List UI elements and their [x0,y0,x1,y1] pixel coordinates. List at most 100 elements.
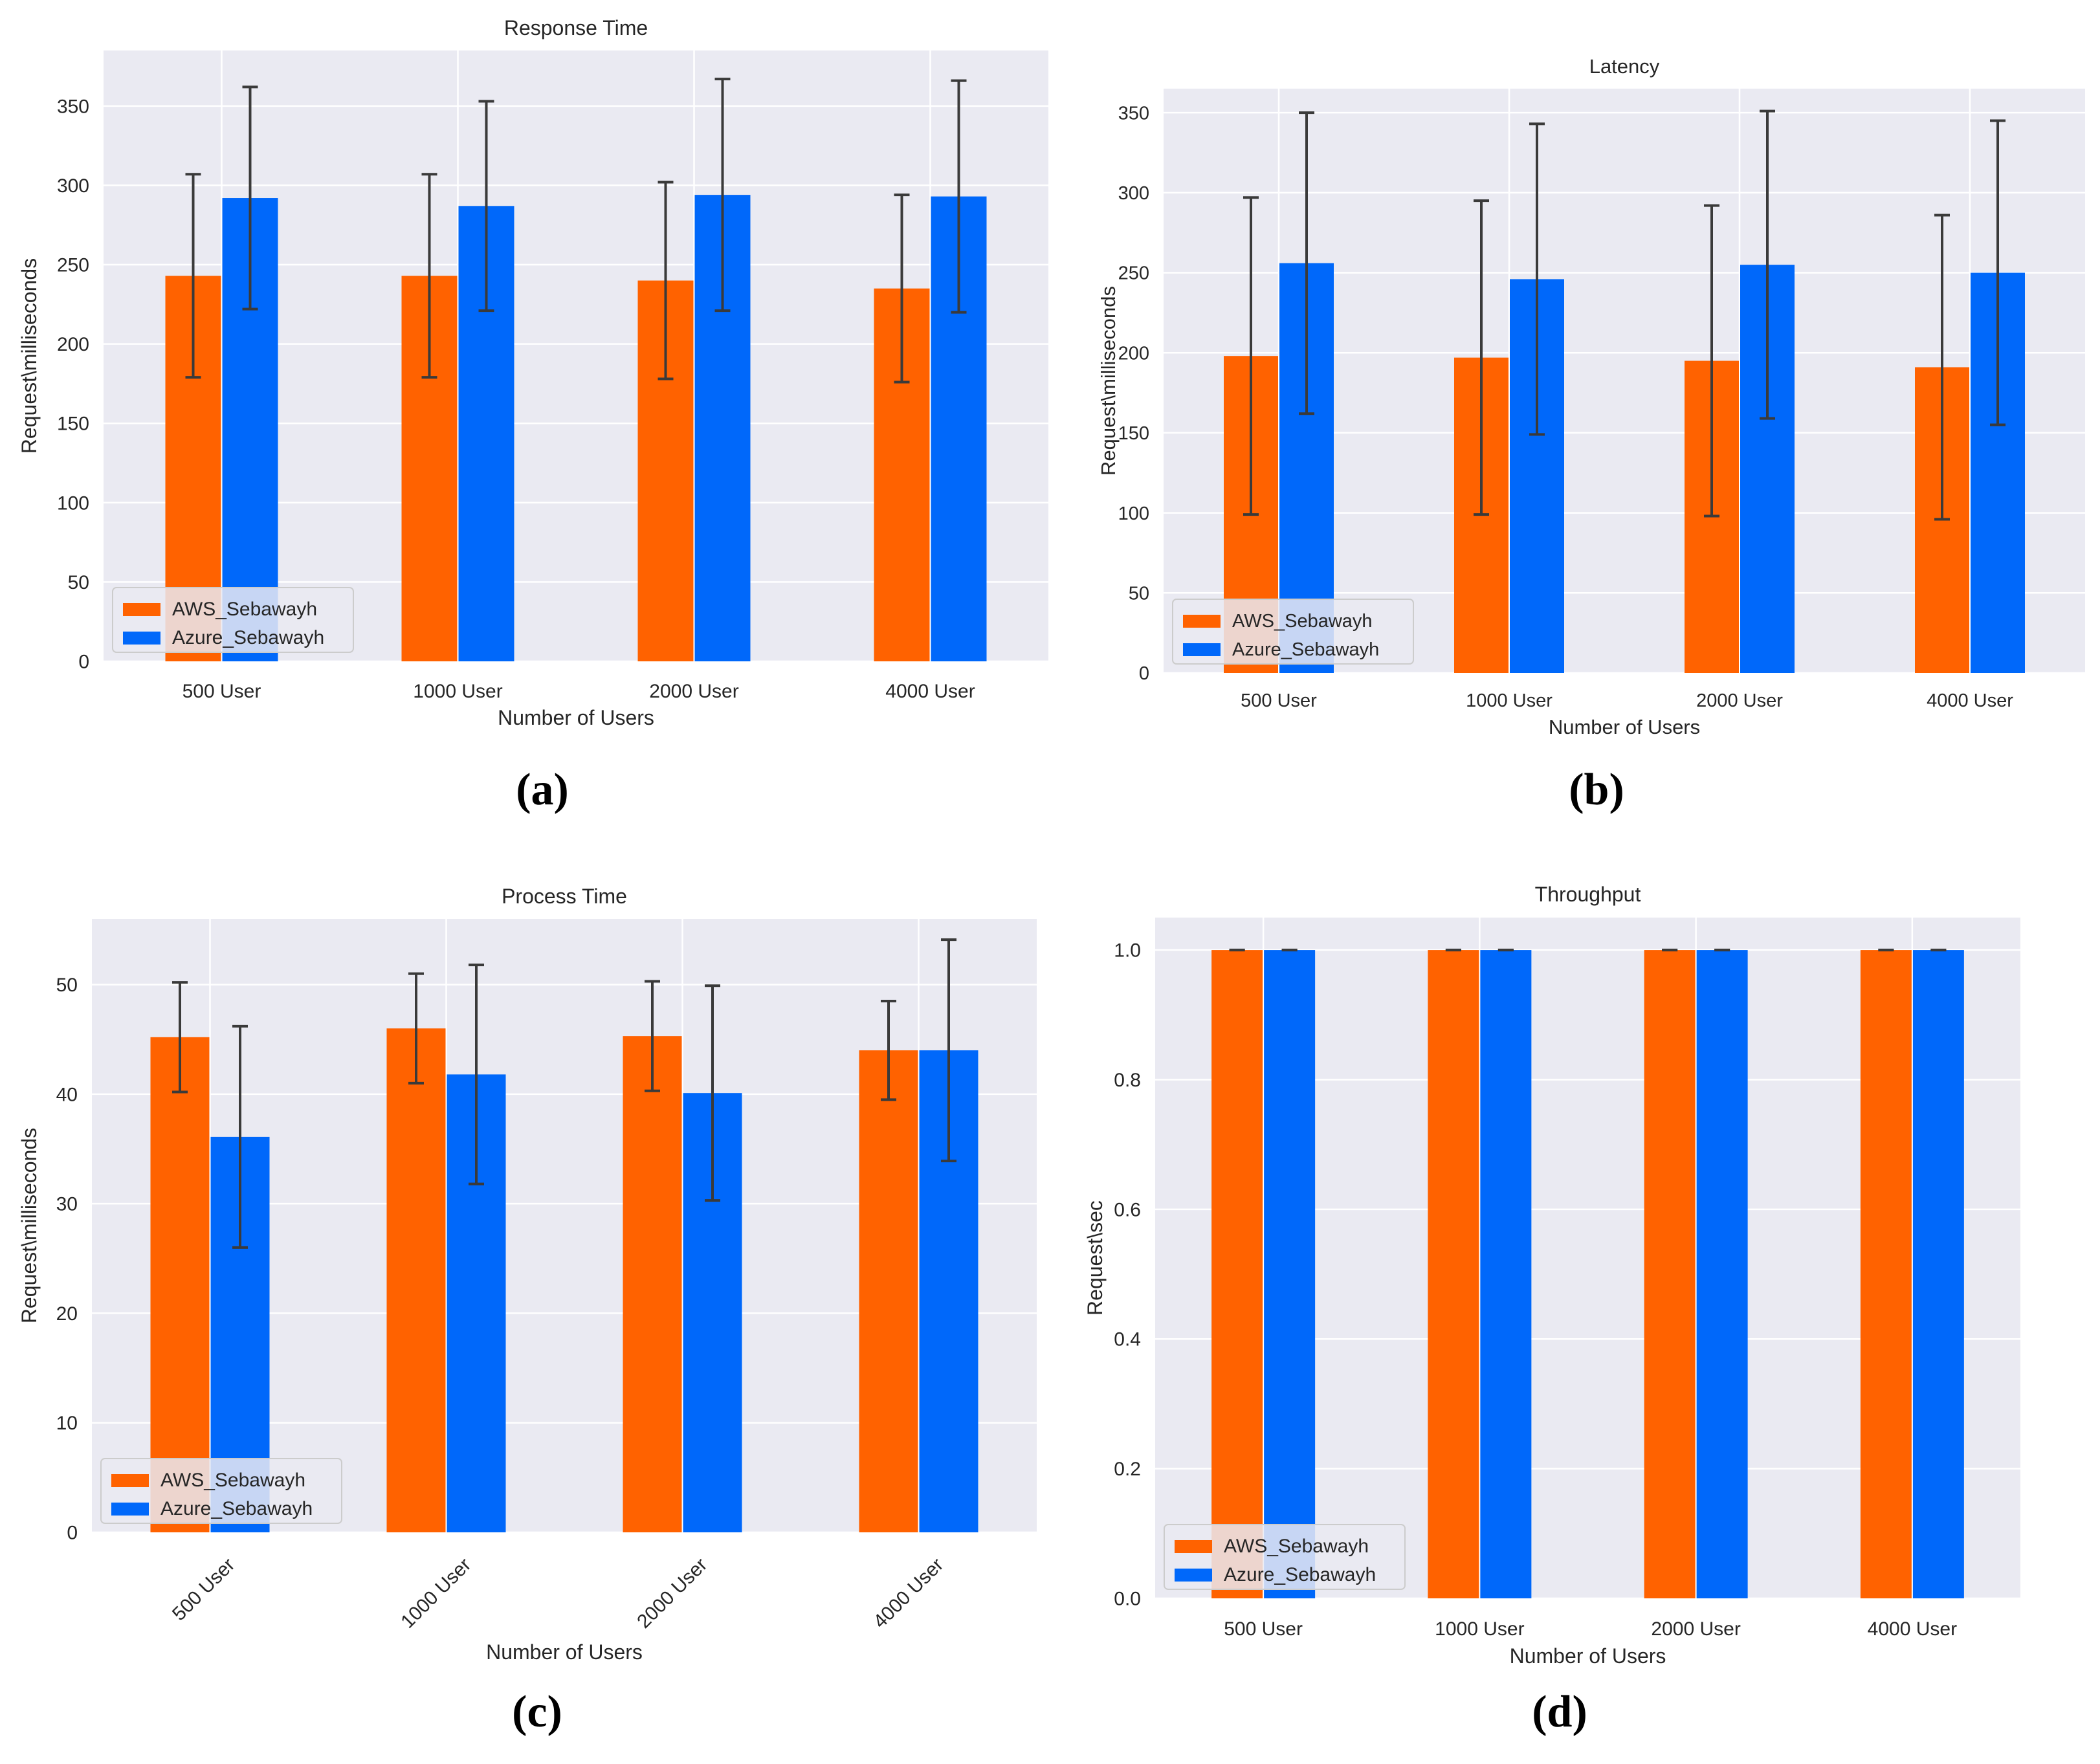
subfigure-label: (b) [1569,765,1624,815]
chart-title: Latency [1589,55,1660,78]
legend-label: Azure_Sebawayh [172,627,324,648]
y-tick-label: 0.8 [1114,1070,1141,1091]
bar-aws-0 [1211,950,1263,1598]
legend-box [1164,1524,1406,1590]
y-tick-label: 1.0 [1114,940,1141,962]
chart-panel-a: 0 50 100 150 200 250 300 350 500 User 1000 User 20… [17,16,1048,815]
chart-panel-b: 0 50 100 150 200 250 300 350 500 User 1000 User 20… [1097,55,2085,815]
legend: AWS_Sebawayh Azure_Sebawayh [100,1458,342,1524]
x-tick-label: 2000 User [1696,690,1783,711]
y-tick-label: 50 [68,572,89,593]
legend-box [1172,599,1414,665]
y-axis-label: Request\milliseconds [17,1128,41,1323]
bar-aws-2 [623,1036,682,1532]
chart-panel-c: 0 10 20 30 40 50 500 User 1000 User 2000 User 400… [17,885,1037,1737]
legend-label: AWS_Sebawayh [160,1470,305,1491]
x-axis-label: Number of Users [498,706,654,729]
x-tick-label: 2000 User [649,681,738,702]
subfigure-label: (a) [516,765,569,815]
y-tick-label: 250 [57,255,89,276]
legend-label: AWS_Sebawayh [172,599,317,620]
y-tick-label: 200 [57,334,89,355]
subfigure-label: (c) [512,1687,562,1737]
x-axis-label: Number of Users [486,1640,643,1664]
bar-aws-2 [1644,950,1696,1598]
legend-label: AWS_Sebawayh [1232,611,1373,632]
legend-label: AWS_Sebawayh [1224,1536,1369,1557]
bar-aws-3 [1860,950,1912,1598]
x-tick-label: 500 User [1241,690,1317,711]
legend: AWS_Sebawayh Azure_Sebawayh [1164,1524,1406,1590]
y-axis-label: Request\milliseconds [17,258,41,454]
legend-swatch [123,603,160,616]
y-tick-label: 40 [56,1084,78,1105]
x-tick-label: 500 User [168,1554,239,1625]
x-tick-label: 4000 User [1927,690,2013,711]
bar-azure-2 [1696,950,1748,1598]
x-tick-label: 2000 User [633,1554,711,1633]
x-tick-label: 1000 User [1466,690,1553,711]
x-tick-label: 4000 User [885,681,975,702]
y-tick-label: 50 [1129,583,1149,604]
y-tick-label: 300 [1118,183,1149,204]
legend-label: Azure_Sebawayh [1232,639,1379,660]
bar-aws-3 [859,1050,918,1532]
y-tick-label: 100 [57,492,89,514]
bar-azure-3 [1912,950,1964,1598]
legend-swatch [1175,1569,1212,1582]
y-tick-label: 150 [1118,423,1149,444]
y-tick-label: 100 [1118,503,1149,524]
y-tick-label: 20 [56,1303,78,1325]
y-tick-label: 30 [56,1194,78,1215]
y-tick-label: 250 [1118,263,1149,284]
x-tick-label: 4000 User [1868,1618,1957,1640]
bar-aws-1 [386,1028,446,1532]
legend: AWS_Sebawayh Azure_Sebawayh [1172,599,1414,665]
legend-label: Azure_Sebawayh [1224,1564,1376,1585]
y-tick-label: 200 [1118,343,1149,364]
y-tick-label: 350 [57,96,89,117]
legend-swatch [1183,643,1221,656]
y-tick-label: 150 [57,413,89,435]
legend: AWS_Sebawayh Azure_Sebawayh [112,587,354,653]
x-tick-label: 1000 User [1435,1618,1524,1640]
legend-swatch [1183,615,1221,628]
x-tick-label: 4000 User [869,1554,947,1633]
y-tick-label: 0.2 [1114,1459,1141,1480]
chart-panel-d: 0.0 0.2 0.4 0.6 0.8 1.0 500 User 1000 User 2000 … [1083,883,2020,1737]
x-axis-label: Number of Users [1510,1644,1666,1668]
legend-swatch [111,1474,149,1487]
x-axis-label: Number of Users [1549,716,1700,738]
x-tick-label: 1000 User [397,1554,475,1633]
y-tick-label: 50 [56,975,78,996]
y-tick-label: 0 [67,1523,78,1544]
bar-azure-1 [1480,950,1532,1598]
chart-title: Throughput [1535,883,1641,906]
legend-swatch [1175,1540,1212,1553]
y-tick-label: 0.0 [1114,1589,1141,1610]
legend-label: Azure_Sebawayh [160,1498,313,1519]
bar-azure-0 [1264,950,1316,1598]
legend-box [112,587,354,653]
y-axis-label: Request\milliseconds [1097,286,1120,476]
y-tick-label: 300 [57,175,89,197]
x-tick-label: 1000 User [413,681,502,702]
y-tick-label: 0.6 [1114,1199,1141,1220]
legend-box [100,1458,342,1524]
bar-aws-1 [1428,950,1479,1598]
y-tick-label: 0.4 [1114,1329,1141,1351]
y-tick-label: 350 [1118,103,1149,124]
chart-title: Process Time [502,885,627,908]
y-tick-label: 0 [1139,663,1149,684]
subfigure-label: (d) [1532,1687,1587,1737]
legend-swatch [111,1503,149,1516]
x-tick-label: 500 User [182,681,261,702]
x-tick-label: 500 User [1224,1618,1303,1640]
chart-title: Response Time [504,16,648,39]
y-tick-label: 0 [78,652,89,673]
legend-swatch [123,632,160,645]
x-tick-label: 2000 User [1651,1618,1740,1640]
y-tick-label: 10 [56,1413,78,1434]
y-axis-label: Request\sec [1083,1200,1107,1316]
